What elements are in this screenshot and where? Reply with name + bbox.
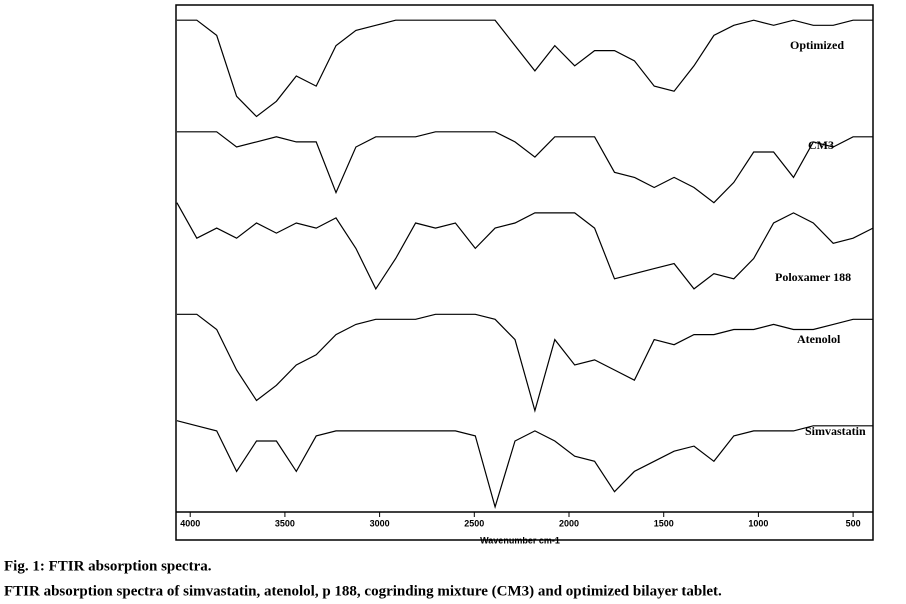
spectrum-line (176, 420, 873, 510)
plot-frame (175, 4, 874, 541)
x-tick-label: 3000 (370, 518, 390, 528)
x-tick-label: 2000 (559, 518, 579, 528)
series-label: Simvastatin (805, 424, 866, 438)
x-tick-label: 1500 (654, 518, 674, 528)
spectrum-line (176, 202, 874, 291)
x-tick-label: 2500 (464, 518, 484, 528)
x-tick-label: 4000 (180, 518, 200, 528)
x-tick-label: 3500 (275, 518, 295, 528)
caption-text: FTIR absorption spectra of simvastatin, … (4, 583, 722, 599)
x-tick-label: 500 (846, 518, 861, 528)
x-axis-label: Wavenumber cm-1 (480, 535, 560, 545)
series-label: Poloxamer 188 (775, 270, 851, 284)
spectrum-line (176, 131, 873, 204)
x-tick-label: 1000 (748, 518, 768, 528)
series-label: Optimized (790, 38, 844, 52)
caption-title: Fig. 1: FTIR absorption spectra. (4, 558, 212, 574)
series-label: CM3 (808, 138, 834, 152)
spectrum-line (176, 313, 873, 413)
spectrum-line (176, 19, 873, 118)
series-label: Atenolol (797, 332, 841, 346)
